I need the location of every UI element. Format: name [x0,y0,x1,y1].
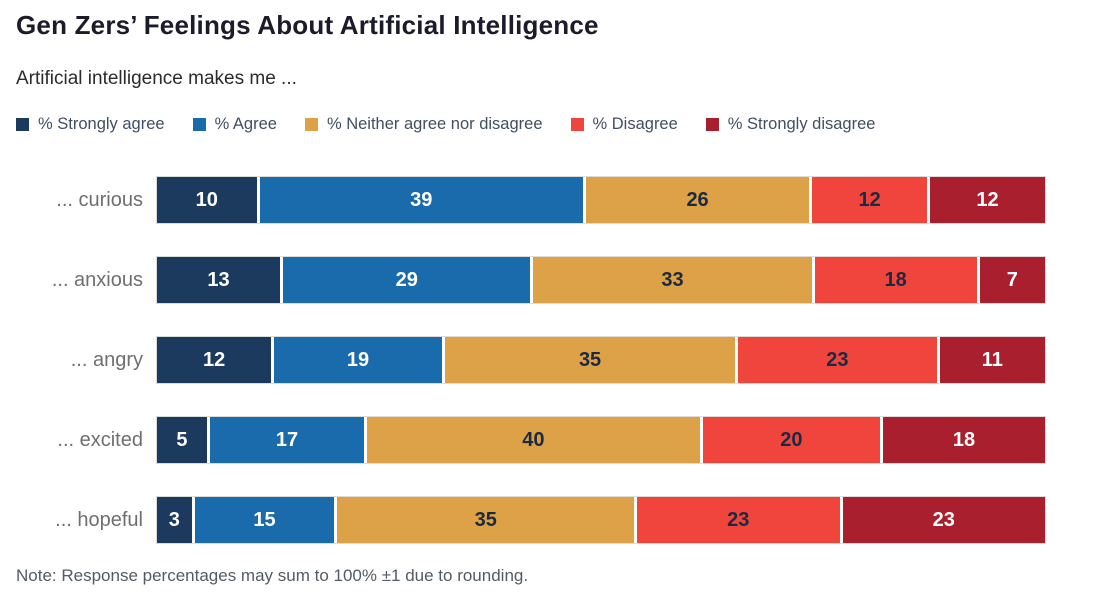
segment-value: 13 [207,268,230,291]
chart-note: Note: Response percentages may sum to 10… [16,566,529,585]
segment-value: 18 [884,268,907,291]
segment-value: 20 [780,428,803,451]
bar-track: 3 15 35 23 23 [156,496,1046,544]
bar-segment: 12 [812,177,928,223]
bar-segment: 26 [586,177,810,223]
segment-value: 29 [395,268,418,291]
legend-item: % Strongly disagree [705,115,876,134]
segment-value: 12 [976,188,999,211]
segment-value: 17 [275,428,299,451]
bar-segment: 39 [259,177,584,223]
legend-swatch-icon [705,118,719,131]
segment-value: 40 [522,428,545,451]
segment-value: 35 [474,508,497,531]
segment-value: 39 [410,188,433,211]
legend-item: % Disagree [570,115,678,134]
segment-value: 35 [578,348,602,371]
legend-label: % Strongly disagree [727,115,876,133]
legend-swatch-icon [192,118,206,131]
legend-label: % Agree [214,115,277,133]
bar-segment: 23 [637,497,840,543]
segment-value: 12 [858,188,881,211]
segment-value: 3 [168,508,180,531]
segment-value: 26 [686,188,709,211]
bar-segment: 12 [930,177,1046,223]
legend-swatch-icon [570,118,584,131]
segment-value: 33 [661,268,684,291]
legend-item: % Strongly agree [16,115,165,134]
segment-value: 15 [253,508,276,531]
legend-swatch-icon [304,118,318,131]
row-label: ... anxious [51,268,143,291]
legend-label: % Strongly agree [38,115,165,133]
segment-value: 18 [952,428,976,451]
bar-track: 13 29 33 18 7 [156,256,1046,304]
bar-segment: 20 [702,417,881,463]
chart-row: ... excited 5 17 40 20 18 [16,416,1046,464]
segment-value: 12 [202,348,226,371]
bar-segment: 29 [283,257,531,303]
chart-row: ... curious 10 39 26 12 12 [16,176,1046,224]
bar-segment: 11 [939,337,1046,383]
bar-segment: 18 [883,417,1045,463]
legend: % Strongly agree % Agree % Neither agree n… [16,115,1046,134]
bar-segment: 33 [533,257,812,303]
row-label: ... curious [56,188,143,211]
bar-segment: 23 [738,337,937,383]
row-label: ... hopeful [55,508,143,531]
legend-item: % Neither agree nor disagree [304,115,543,134]
legend-label: % Disagree [592,115,678,133]
bar-track: 10 39 26 12 12 [156,176,1046,224]
bar-segment: 7 [979,257,1045,303]
segment-value: 7 [1006,268,1018,291]
bar-segment: 40 [367,417,700,463]
row-label: ... excited [57,428,143,451]
segment-value: 5 [176,428,188,451]
bar-segment: 13 [157,257,281,303]
bar-segment: 18 [814,257,977,303]
bar-segment: 35 [337,497,634,543]
bar-segment: 12 [157,337,272,383]
chart-row: ... hopeful 3 15 35 23 23 [16,496,1046,544]
stacked-bar-chart: ... curious 10 39 26 12 12 ... anxious 13 29 33 18… [16,176,1046,544]
chart-subtitle: Artificial intelligence makes me ... [16,68,297,89]
bar-segment: 10 [157,177,257,223]
bar-segment: 17 [209,417,365,463]
segment-value: 19 [346,348,370,371]
row-label: ... angry [70,348,143,371]
bar-segment: 15 [194,497,335,543]
segment-value: 23 [826,348,849,371]
segment-value: 23 [727,508,750,531]
segment-value: 23 [932,508,955,531]
bar-segment: 5 [157,417,207,463]
segment-value: 11 [981,348,1003,371]
legend-item: % Agree [192,115,277,134]
bar-segment: 35 [444,337,736,383]
bar-segment: 3 [157,497,192,543]
chart-title: Gen Zers’ Feelings About Artificial Inte… [16,10,599,40]
legend-label: % Neither agree nor disagree [326,115,543,133]
chart-row: ... anxious 13 29 33 18 7 [16,256,1046,304]
bar-track: 12 19 35 23 11 [156,336,1046,384]
segment-value: 10 [195,188,218,211]
legend-swatch-icon [16,118,29,131]
bar-track: 5 17 40 20 18 [156,416,1046,464]
bar-segment: 23 [842,497,1045,543]
bar-segment: 19 [274,337,442,383]
chart-row: ... angry 12 19 35 23 11 [16,336,1046,384]
